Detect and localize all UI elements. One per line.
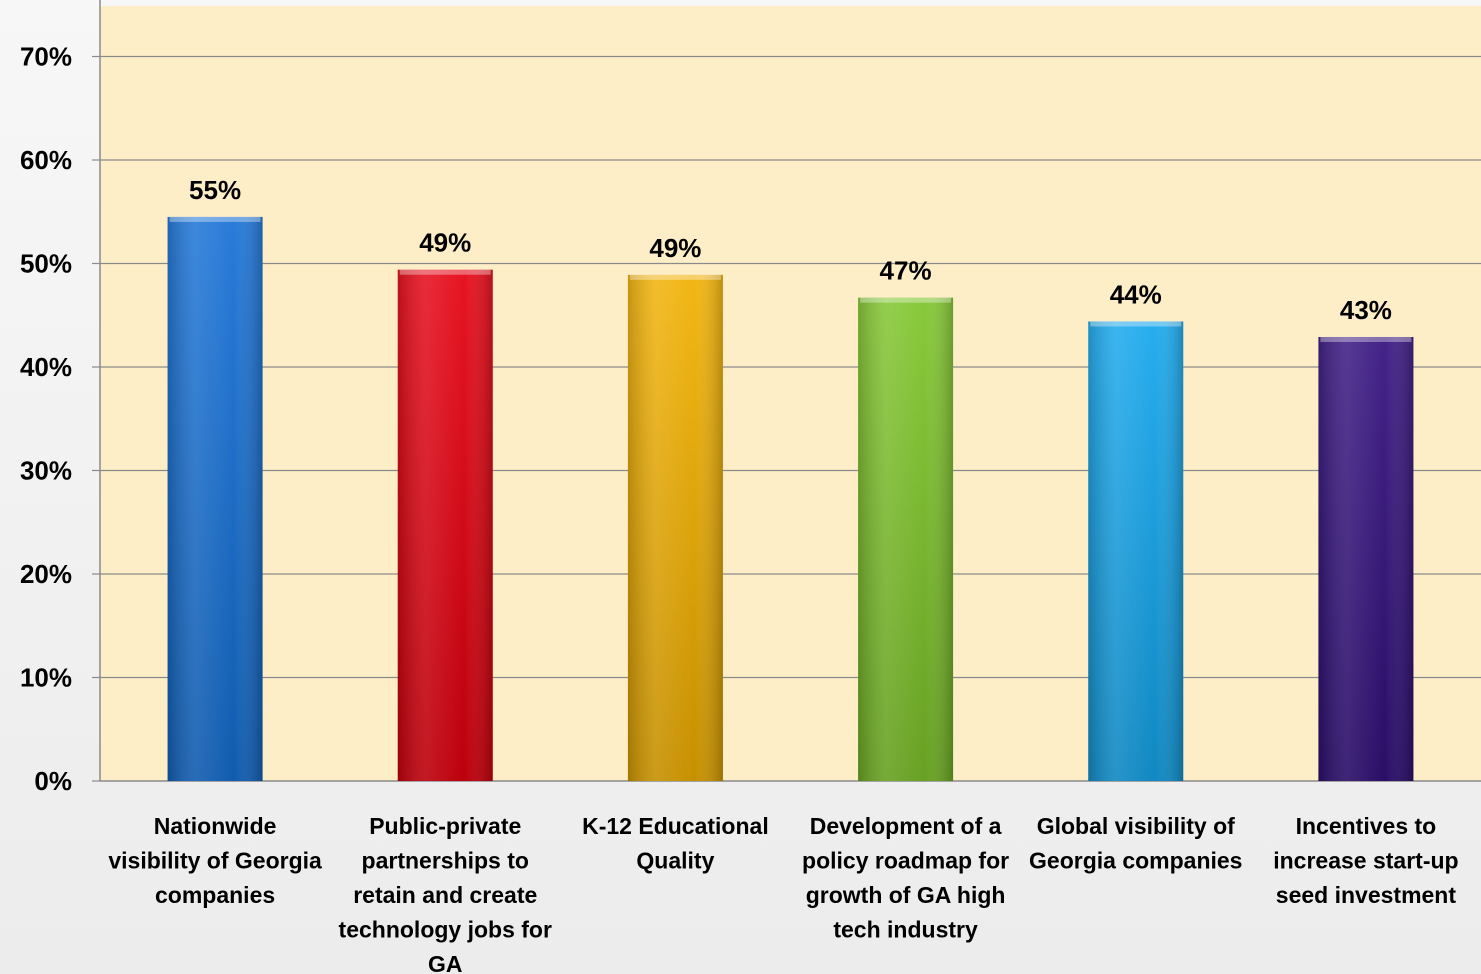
gridlines [92,55,1481,782]
bars [167,216,1414,782]
category-label: Incentives to increase start-up seed inves… [1273,813,1458,908]
x-axis-category-labels: Nationwide visibility of Georgia companies… [108,813,1458,974]
bar-highlight [399,269,491,275]
bar-highlight [1090,321,1182,327]
data-label: 55% [189,175,241,205]
bar [858,297,954,781]
category-label: Development of a policy roadmap for growth… [802,813,1009,943]
y-tick-label: 60% [20,145,72,175]
bar-highlight [860,297,952,303]
y-tick-label: 50% [20,249,72,279]
bar-shading [167,216,263,782]
y-tick-label: 70% [20,42,72,72]
bar-shading [627,274,723,781]
plot-area [100,6,1481,781]
category-label: K-12 Educational Quality [582,813,769,874]
data-label: 43% [1340,295,1392,325]
data-labels: 55% 49% 49% 47% 44% 43% [189,175,1392,325]
y-tick-label: 40% [20,352,72,382]
category-label: Nationwide visibility of Georgia companies [108,813,322,908]
bar-highlight [169,216,261,222]
bar [167,216,263,782]
bar-shading [1088,321,1184,781]
bar-highlight [629,274,721,280]
data-label: 49% [649,233,701,263]
y-tick-label: 20% [20,559,72,589]
category-label: Public-private partnerships to retain and … [339,813,552,974]
bar [1088,321,1184,781]
data-label: 47% [880,256,932,286]
bar-shading [858,297,954,781]
bar-highlight [1320,336,1412,342]
bar-shading [1318,336,1414,781]
bar [627,274,723,781]
axes [99,0,1481,782]
y-axis-tick-labels: 0% 10% 20% 30% 40% 50% 60% 70% [20,42,72,797]
data-label: 49% [419,228,471,258]
data-label: 44% [1110,279,1162,309]
y-tick-label: 10% [20,663,72,693]
y-tick-label: 30% [20,456,72,486]
bar-shading [397,269,493,781]
category-label: Global visibility of Georgia companies [1029,813,1242,874]
bar [397,269,493,781]
y-tick-label: 0% [34,766,72,796]
bar [1318,336,1414,781]
